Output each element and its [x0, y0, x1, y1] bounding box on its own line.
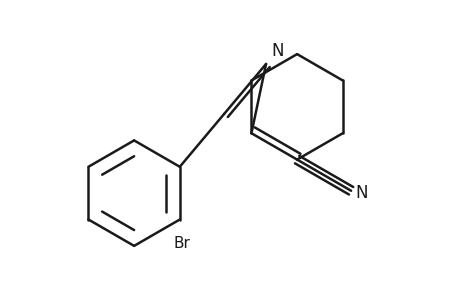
Text: Br: Br: [173, 236, 190, 251]
Text: N: N: [271, 42, 284, 60]
Text: N: N: [354, 184, 367, 202]
